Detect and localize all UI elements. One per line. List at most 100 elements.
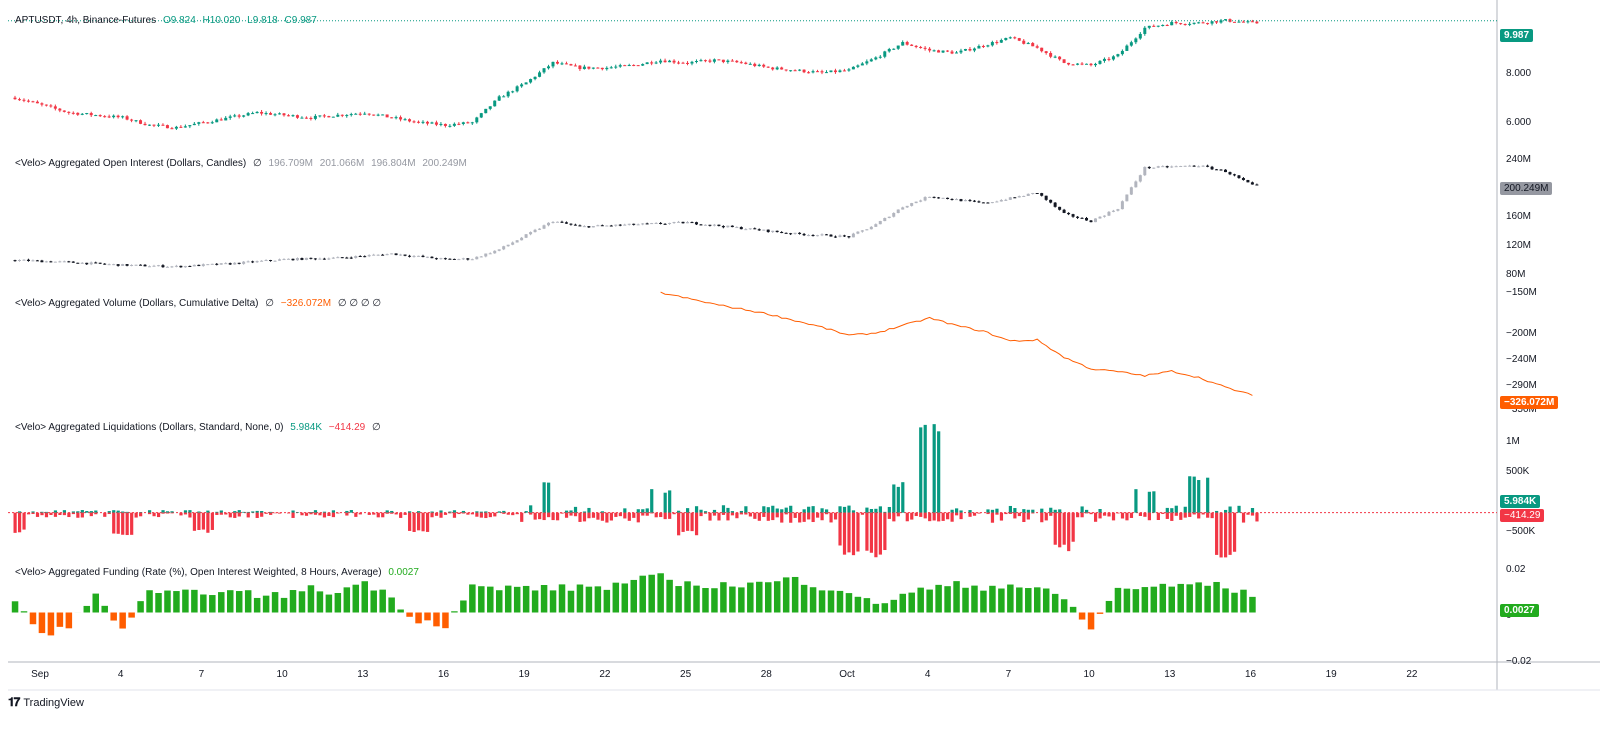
- oi-candle: [632, 223, 636, 225]
- liq-bar-short: [76, 511, 80, 513]
- price-candle: [582, 66, 586, 70]
- price-candle: [937, 50, 941, 53]
- oi-candle: [304, 257, 308, 260]
- price-tag: 9.987: [1500, 29, 1534, 42]
- liq-bar-long: [1067, 512, 1071, 552]
- oi-candle: [40, 260, 44, 263]
- oi-tick-160: 160M: [1506, 211, 1532, 222]
- liq-bar-short: [89, 511, 93, 513]
- liq-bar-short: [869, 508, 874, 513]
- liq-bar-short: [650, 489, 654, 513]
- funding-bar-positive: [612, 582, 620, 613]
- funding-bar-positive: [262, 595, 270, 613]
- liq-bar-long: [847, 512, 851, 553]
- price-candle: [1232, 21, 1236, 23]
- oi-candle: [80, 262, 84, 264]
- liq-bar-long: [677, 512, 681, 536]
- price-candle: [1093, 63, 1097, 66]
- x-axis-label: 7: [198, 669, 205, 680]
- price-candle: [515, 86, 519, 92]
- oi-candle: [17, 260, 21, 262]
- price-candle: [484, 108, 488, 114]
- fund-title[interactable]: <Velo> Aggregated Funding (Rate (%), Ope…: [15, 567, 382, 578]
- oi-candle: [986, 202, 990, 204]
- oi-candle: [681, 221, 685, 224]
- price-candle: [511, 91, 515, 93]
- price-candle: [224, 117, 228, 121]
- liq-neg-value: −414.29: [328, 422, 366, 433]
- liq-bar-long: [1201, 512, 1205, 515]
- oi-title[interactable]: <Velo> Aggregated Open Interest (Dollars…: [15, 158, 247, 169]
- liq-bar-long: [273, 512, 277, 514]
- funding-bar-positive: [451, 611, 458, 613]
- price-candle: [1049, 53, 1053, 57]
- funding-bar-negative: [65, 612, 73, 629]
- liq-bar-long: [1076, 512, 1080, 518]
- price-candle: [569, 64, 573, 66]
- liq-bar-long: [811, 512, 815, 523]
- liq-bar-long: [1143, 512, 1147, 517]
- oi-candle: [269, 260, 273, 262]
- oi-candle: [394, 253, 398, 256]
- liq-bar-long: [1093, 512, 1098, 522]
- price-candle: [955, 52, 958, 54]
- oi-candle: [708, 224, 712, 226]
- oi-candle: [197, 264, 201, 267]
- liq-bar-short: [1022, 509, 1026, 513]
- oi-candle: [282, 259, 286, 261]
- oi-candle: [901, 207, 905, 210]
- liq-bar-short: [417, 511, 421, 513]
- oi-candle: [125, 264, 129, 266]
- oi-candle: [937, 197, 941, 199]
- price-candle: [412, 121, 416, 123]
- vol-tick-200: −200M: [1506, 328, 1537, 339]
- oi-candle: [1111, 210, 1115, 212]
- liq-bar-long: [591, 512, 596, 518]
- oi-candle: [977, 201, 981, 203]
- price-candle: [300, 117, 304, 119]
- oi-candle: [1053, 202, 1057, 207]
- vol-title[interactable]: <Velo> Aggregated Volume (Dollars, Cumul…: [15, 298, 259, 309]
- oi-candle: [645, 223, 649, 225]
- liq-bar-long: [1161, 512, 1165, 514]
- liq-bar-long: [941, 512, 945, 521]
- oi-candle: [771, 230, 775, 233]
- oi-candle: [820, 234, 824, 236]
- liq-bar-long: [1026, 512, 1030, 520]
- liq-bar-short: [165, 511, 170, 513]
- price-candle: [762, 64, 766, 67]
- liq-bar-long: [152, 512, 156, 517]
- liq-bar-long: [264, 512, 268, 514]
- oi-candle: [896, 209, 900, 214]
- price-candle: [520, 84, 524, 87]
- symbol-label[interactable]: APTUSDT, 4h, Binance-Futures: [15, 15, 157, 26]
- price-candle: [1147, 25, 1151, 28]
- price-candle: [143, 123, 147, 126]
- liq-bar-long: [331, 512, 336, 518]
- liq-bar-long: [233, 512, 237, 518]
- tradingview-brand[interactable]: 𝟏𝟕 TradingView: [8, 695, 84, 710]
- liq-pos-value: 5.984K: [290, 422, 322, 433]
- funding-bar-positive: [872, 603, 880, 613]
- oi-candle: [439, 258, 443, 260]
- liq-bar-long: [493, 512, 497, 517]
- funding-bar-positive: [630, 579, 637, 613]
- oi-candle: [71, 261, 75, 263]
- funding-bar-positive: [567, 590, 575, 613]
- oi-candle: [1188, 165, 1192, 167]
- liq-title[interactable]: <Velo> Aggregated Liquidations (Dollars,…: [15, 422, 284, 433]
- price-candle: [730, 60, 734, 62]
- liq-bar-long: [914, 512, 918, 517]
- price-candle: [703, 60, 707, 62]
- funding-bar-positive: [639, 575, 646, 613]
- liq-bar-short: [524, 511, 528, 513]
- liq-bar-long: [408, 512, 412, 531]
- liq-bar-short: [838, 506, 842, 513]
- price-candle: [883, 51, 887, 57]
- liq-bar-short: [802, 509, 806, 513]
- price-candle: [44, 104, 48, 106]
- liq-bar-long: [932, 512, 936, 521]
- liq-bar-long: [71, 512, 75, 515]
- funding-bar-positive: [496, 590, 503, 613]
